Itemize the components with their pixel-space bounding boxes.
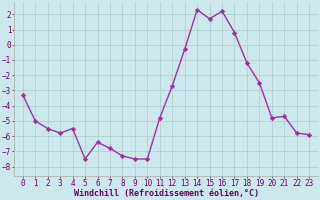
X-axis label: Windchill (Refroidissement éolien,°C): Windchill (Refroidissement éolien,°C) bbox=[74, 189, 259, 198]
